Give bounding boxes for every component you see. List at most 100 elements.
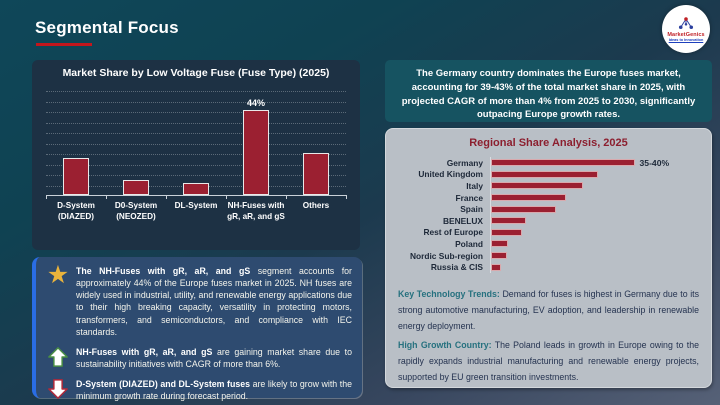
region-label: BENELUX — [442, 215, 483, 226]
region-label: France — [455, 192, 483, 203]
regional-bar-row: Germany 35-40% — [398, 157, 699, 169]
region-label: Rest of Europe — [423, 227, 483, 238]
bar — [491, 228, 522, 236]
paragraph-lead: Key Technology Trends: — [398, 288, 500, 299]
region-label: Germany — [446, 157, 483, 168]
gridline — [46, 122, 346, 124]
region-label: Italy — [466, 180, 483, 191]
paragraph-lead: High Growth Country: — [398, 340, 492, 351]
paragraph-body: Demand for fuses is highest in Germany d… — [398, 288, 699, 331]
insight-lead: D-System (DIAZED) and DL-System fuses — [76, 379, 251, 389]
fuse-type-category-labels: D-System (DIAZED) D0-System (NEOZED) DL-Sy… — [46, 196, 346, 222]
gridline — [46, 133, 346, 134]
paragraph-body: The Poland leads in growth in Europe owi… — [398, 340, 699, 383]
gridline — [46, 112, 346, 113]
bar-track — [490, 191, 699, 204]
axis-tick — [166, 195, 167, 199]
bar — [491, 170, 599, 178]
bar — [491, 240, 509, 248]
insight-body: segment accounts for approximately 44% o… — [76, 266, 352, 337]
bar-track — [490, 261, 699, 273]
category-label: DL-System — [174, 201, 218, 210]
insight-text: The NH-Fuses with gR, aR, and gS segment… — [76, 265, 352, 338]
down-arrow-icon — [40, 378, 76, 400]
gridline — [46, 175, 346, 176]
gridline — [46, 143, 346, 145]
insight-text: D-System (DIAZED) and DL-System fuses ar… — [76, 378, 352, 402]
region-label: Poland — [455, 238, 483, 249]
regional-bar-row: Russia & CIS — [398, 261, 699, 273]
bar — [183, 183, 209, 195]
insight-body: are gaining market share due to sustaina… — [76, 346, 353, 369]
star-icon: ★ — [46, 261, 70, 289]
regional-bar-row: United Kingdom — [398, 168, 699, 181]
bar-value-label: 44% — [246, 98, 265, 108]
bar-column — [166, 183, 226, 195]
axis-tick — [286, 195, 287, 199]
bar-track — [490, 238, 699, 250]
bar — [491, 194, 566, 202]
region-label: Nordic Sub-region — [409, 250, 483, 261]
bar-column — [46, 158, 106, 195]
insight-lead: The NH-Fuses with gR, aR, and gS — [76, 266, 251, 276]
page-title: Segmental Focus — [35, 18, 179, 37]
insights-panel: ★ The NH-Fuses with gR, aR, and gS segme… — [32, 257, 362, 401]
bar-track — [490, 214, 699, 227]
regional-bar-row: Rest of Europe — [398, 226, 699, 239]
regional-bar-row: Italy — [398, 180, 699, 192]
up-arrow-icon — [40, 346, 76, 368]
regional-analysis-panel: Regional Share Analysis, 2025 Germany 35-… — [385, 128, 712, 388]
logo-name: MarketGenics — [667, 32, 705, 38]
bar — [123, 179, 149, 195]
insight-item: ★ The NH-Fuses with gR, aR, and gS segme… — [40, 261, 352, 338]
bar-value-label: 35-40% — [639, 157, 670, 168]
logo-badge: MarketGenics Ideas to Innovation — [662, 5, 710, 53]
region-label: Russia & CIS — [430, 262, 483, 273]
bar — [491, 205, 557, 213]
gridline — [46, 91, 346, 92]
category-label: Others — [302, 201, 330, 210]
axis-tick — [346, 195, 347, 199]
regional-bar-chart: Germany 35-40% United Kingdom Italy France Sp… — [398, 157, 699, 273]
insight-item: D-System (DIAZED) and DL-System fuses ar… — [40, 378, 352, 402]
regional-chart-title: Regional Share Analysis, 2025 — [469, 137, 628, 149]
bar-column — [106, 179, 166, 195]
bar-track: 35-40% — [490, 157, 699, 169]
bar — [491, 182, 583, 190]
category-label: D0-System (NEOZED) — [114, 201, 158, 221]
regional-bar-row: Poland — [398, 238, 699, 250]
bar — [303, 152, 329, 195]
logo-molecule-icon — [678, 17, 694, 30]
bar — [491, 159, 635, 167]
bar-track — [490, 168, 699, 181]
insight-lead: NH-Fuses with gR, aR, and gS — [76, 346, 213, 357]
insight-item: NH-Fuses with gR, aR, and gS are gaining… — [40, 346, 352, 370]
gridline — [46, 101, 346, 103]
bar-column: 44% — [226, 98, 286, 195]
logo-tagline: Ideas to Innovation — [668, 38, 704, 42]
fuse-type-chart-title: Market Share by Low Voltage Fuse (Fuse T… — [62, 67, 330, 79]
gridline — [46, 164, 346, 166]
bar-track — [490, 226, 699, 239]
key-trends-paragraph: Key Technology Trends: Demand for fuses … — [398, 287, 699, 334]
title-accent-underline — [36, 43, 92, 46]
insight-body: are likely to grow with the minimum grow… — [76, 379, 352, 402]
bar — [491, 217, 526, 225]
bar — [491, 252, 508, 260]
germany-highlight-box: The Germany country dominates the Europe… — [385, 60, 712, 122]
fuse-type-chart-panel: Market Share by Low Voltage Fuse (Fuse T… — [32, 60, 360, 250]
axis-tick — [46, 195, 47, 199]
gridline — [46, 154, 346, 155]
regional-bar-row: Spain — [398, 203, 699, 215]
bar-track — [490, 249, 699, 262]
category-label: NH-Fuses with gR, aR, and gS — [227, 201, 285, 221]
bar — [243, 110, 269, 195]
fuse-type-bar-chart: 44% — [46, 91, 347, 199]
region-label: United Kingdom — [418, 169, 483, 180]
bar — [63, 158, 89, 195]
growth-country-paragraph: High Growth Country: The Poland leads in… — [398, 338, 699, 385]
axis-tick — [106, 195, 107, 199]
regional-bar-row: Nordic Sub-region — [398, 249, 699, 262]
regional-bar-row: France — [398, 191, 699, 204]
